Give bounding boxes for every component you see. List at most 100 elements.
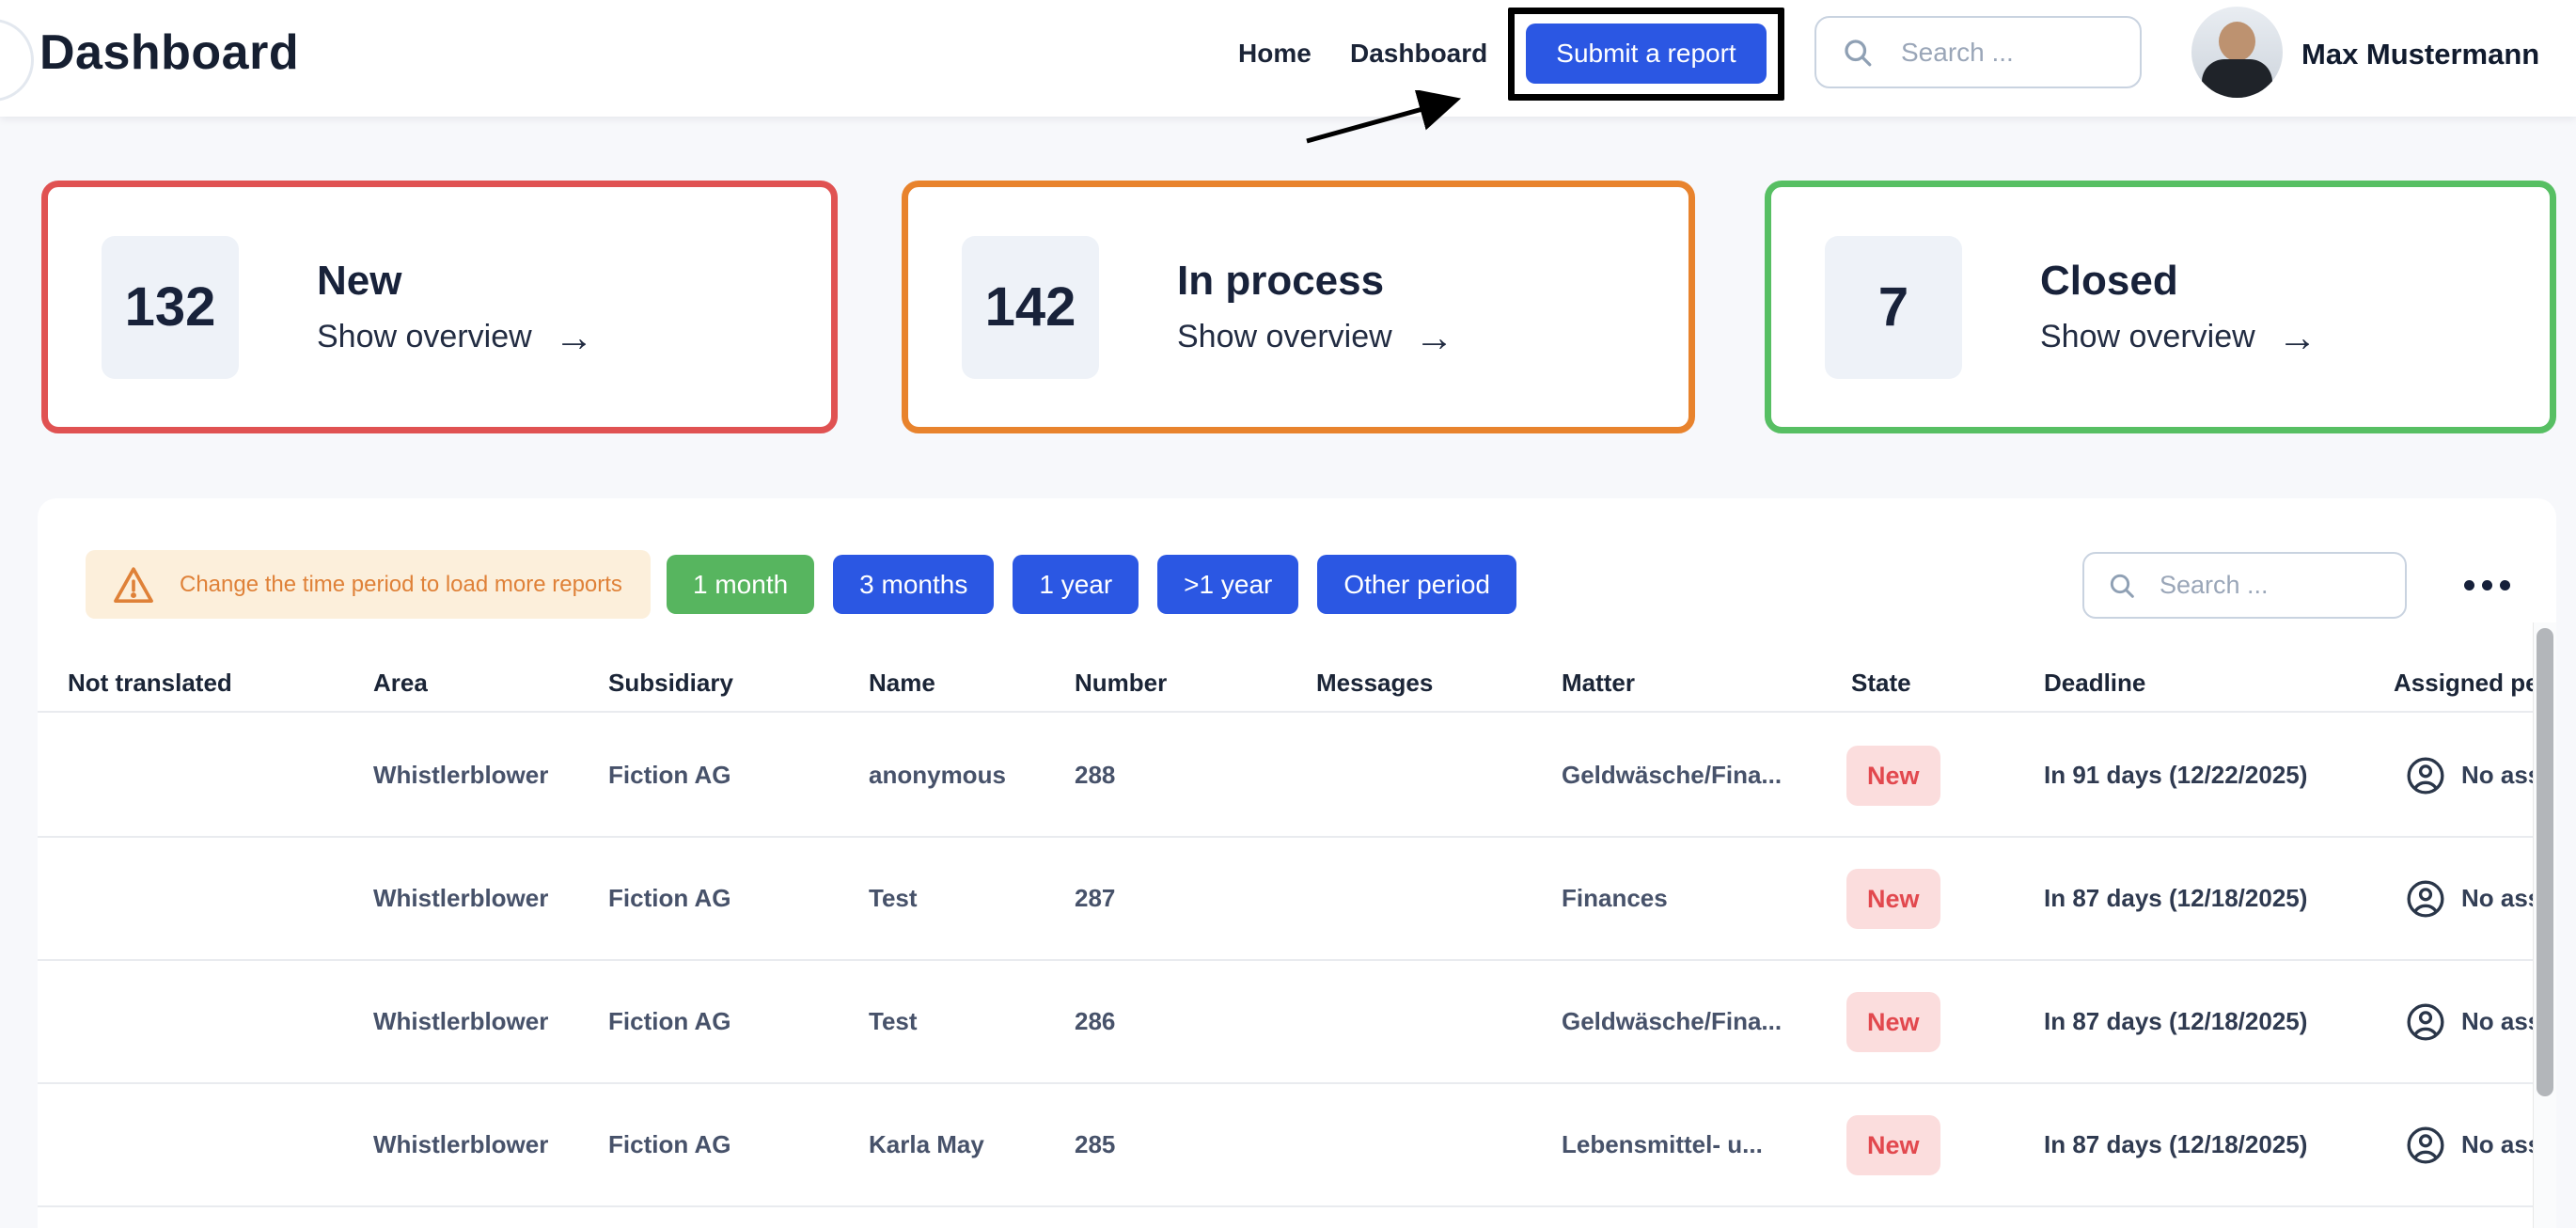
- filter-other-period[interactable]: Other period: [1317, 555, 1516, 614]
- cell-assigned: No assi: [2461, 884, 2533, 912]
- filter-gt-1-year[interactable]: >1 year: [1157, 555, 1299, 614]
- table-row[interactable]: Whistlerblower Fiction AG anonymous 288 …: [38, 715, 2533, 838]
- col-state[interactable]: State: [1851, 669, 1911, 697]
- cell-deadline: In 91 days (12/22/2025): [2044, 761, 2308, 789]
- arrow-right-icon: →: [1414, 314, 1454, 359]
- more-options-button[interactable]: [2450, 555, 2523, 615]
- cell-number: 288: [1075, 761, 1116, 789]
- table-header-row: Not translated Area Subsidiary Name Numb…: [38, 658, 2549, 713]
- cell-area: Whistlerblower: [373, 1130, 549, 1158]
- arrow-right-icon: →: [554, 314, 594, 359]
- col-area[interactable]: Area: [373, 669, 428, 697]
- time-period-warning: Change the time period to load more repo…: [86, 550, 651, 619]
- stat-title-new: New: [317, 257, 402, 304]
- header-search[interactable]: [1814, 16, 2142, 88]
- cell-area: Whistlerblower: [373, 884, 549, 912]
- cell-number: 287: [1075, 884, 1116, 912]
- top-header: Dashboard Home Dashboard Submit a report…: [0, 0, 2576, 117]
- submit-report-button[interactable]: Submit a report: [1526, 24, 1767, 84]
- filter-3-months[interactable]: 3 months: [833, 555, 995, 614]
- cell-subsidiary: Fiction AG: [608, 1130, 731, 1158]
- table-row[interactable]: Whistlerblower Fiction AG Test 287 Finan…: [38, 838, 2533, 961]
- show-overview-label: Show overview: [317, 319, 532, 354]
- col-number[interactable]: Number: [1075, 669, 1168, 697]
- vertical-scrollbar-thumb[interactable]: [2537, 628, 2553, 1096]
- cell-subsidiary: Fiction AG: [608, 761, 731, 789]
- col-name[interactable]: Name: [869, 669, 935, 697]
- person-circle-icon: [2407, 757, 2444, 795]
- table-row-partial[interactable]: [38, 1207, 2533, 1228]
- stat-title-closed: Closed: [2040, 257, 2178, 304]
- show-overview-label: Show overview: [1177, 319, 1392, 354]
- person-circle-icon: [2407, 1003, 2444, 1041]
- warning-text: Change the time period to load more repo…: [180, 571, 622, 597]
- show-overview-link-new[interactable]: Show overview →: [317, 314, 594, 359]
- table-row[interactable]: Whistlerblower Fiction AG Test 286 Geldw…: [38, 961, 2533, 1084]
- cell-matter: Geldwäsche/Fina...: [1562, 1007, 1783, 1035]
- avatar-body: [2202, 59, 2272, 98]
- stat-card-closed: 7 Closed Show overview →: [1765, 181, 2556, 433]
- cell-number: 286: [1075, 1007, 1116, 1035]
- cell-name: Karla May: [869, 1130, 984, 1158]
- dot: [2463, 579, 2474, 590]
- edge-circle-decoration: [0, 19, 34, 102]
- stat-title-in-process: In process: [1177, 257, 1385, 304]
- stat-count-closed: 7: [1825, 235, 1962, 379]
- status-badge: New: [1846, 1115, 1940, 1175]
- cell-name: Test: [869, 1007, 918, 1035]
- show-overview-link-in-process[interactable]: Show overview →: [1177, 314, 1454, 359]
- warning-triangle-icon: [114, 566, 153, 603]
- show-overview-label: Show overview: [2040, 319, 2255, 354]
- cell-matter: Finances: [1562, 884, 1668, 912]
- cell-subsidiary: Fiction AG: [608, 884, 731, 912]
- cell-number: 285: [1075, 1130, 1116, 1158]
- nav-item-dashboard[interactable]: Dashboard: [1350, 39, 1488, 68]
- time-filter-group: 1 month 3 months 1 year >1 year Other pe…: [667, 555, 1516, 614]
- status-badge: New: [1846, 746, 1940, 806]
- show-overview-link-closed[interactable]: Show overview →: [2040, 314, 2317, 359]
- header-search-input[interactable]: [1901, 37, 2111, 68]
- table-row[interactable]: Whistlerblower Fiction AG Karla May 285 …: [38, 1084, 2533, 1207]
- user-name: Max Mustermann: [2301, 38, 2540, 71]
- arrow-right-icon: →: [2277, 314, 2317, 359]
- cell-assigned: No assi: [2461, 1130, 2533, 1158]
- col-deadline[interactable]: Deadline: [2044, 669, 2146, 697]
- col-matter[interactable]: Matter: [1562, 669, 1636, 697]
- person-circle-icon: [2407, 1126, 2444, 1164]
- filter-1-year[interactable]: 1 year: [1013, 555, 1139, 614]
- cell-area: Whistlerblower: [373, 761, 549, 789]
- vertical-scrollbar-track[interactable]: [2533, 622, 2556, 1228]
- table-search-input[interactable]: [2160, 571, 2368, 600]
- col-subsidiary[interactable]: Subsidiary: [608, 669, 733, 697]
- search-icon: [2110, 574, 2134, 598]
- search-icon: [1845, 39, 1872, 66]
- stat-count-in-process: 142: [962, 235, 1099, 379]
- nav-item-home[interactable]: Home: [1238, 39, 1312, 68]
- col-assigned-person[interactable]: Assigned per: [2394, 669, 2549, 697]
- cell-assigned: No assi: [2461, 1007, 2533, 1035]
- stat-card-new: 132 New Show overview →: [41, 181, 838, 433]
- dot: [2499, 579, 2510, 590]
- cell-matter: Geldwäsche/Fina...: [1562, 761, 1783, 789]
- col-messages[interactable]: Messages: [1316, 669, 1434, 697]
- page-title: Dashboard: [39, 25, 300, 80]
- cell-assigned: No assi: [2461, 761, 2533, 789]
- col-not-translated[interactable]: Not translated: [68, 669, 232, 697]
- cell-name: anonymous: [869, 761, 1006, 789]
- status-badge: New: [1846, 869, 1940, 929]
- status-badge: New: [1846, 992, 1940, 1052]
- user-avatar[interactable]: [2191, 7, 2283, 98]
- cell-deadline: In 87 days (12/18/2025): [2044, 1007, 2308, 1035]
- filter-1-month[interactable]: 1 month: [667, 555, 815, 614]
- table-body: Whistlerblower Fiction AG anonymous 288 …: [38, 715, 2533, 1228]
- avatar-head: [2219, 22, 2255, 61]
- dot: [2481, 579, 2492, 590]
- cell-subsidiary: Fiction AG: [608, 1007, 731, 1035]
- table-search[interactable]: [2082, 552, 2407, 619]
- reports-panel: Change the time period to load more repo…: [38, 498, 2556, 1228]
- cell-deadline: In 87 days (12/18/2025): [2044, 1130, 2308, 1158]
- cell-deadline: In 87 days (12/18/2025): [2044, 884, 2308, 912]
- person-circle-icon: [2407, 880, 2444, 918]
- cell-matter: Lebensmittel- u...: [1562, 1130, 1763, 1158]
- stat-card-in-process: 142 In process Show overview →: [902, 181, 1695, 433]
